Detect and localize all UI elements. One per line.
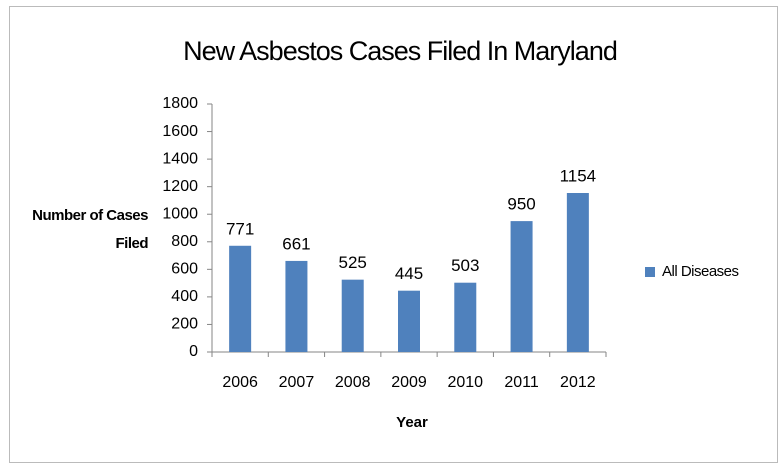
bar <box>398 290 420 352</box>
bar <box>285 260 308 352</box>
y-tick-label: 1400 <box>162 150 198 167</box>
chart-frame <box>9 6 778 463</box>
data-label: 950 <box>507 195 535 214</box>
data-label: 1154 <box>560 166 597 185</box>
y-tick-label: 1200 <box>162 178 198 195</box>
data-label: 503 <box>451 256 479 275</box>
x-tick-label: 2006 <box>222 374 258 391</box>
bar <box>566 193 589 352</box>
bar <box>341 279 364 352</box>
x-tick-label: 2009 <box>391 374 427 391</box>
legend-swatch <box>645 267 655 277</box>
data-label: 525 <box>339 253 367 272</box>
y-tick-label: 1600 <box>162 123 198 140</box>
x-axis-label: Year <box>396 414 428 431</box>
x-tick-label: 2011 <box>504 374 539 391</box>
y-tick-label: 1000 <box>162 205 198 222</box>
x-tick-label: 2012 <box>560 374 596 391</box>
y-tick-label: 800 <box>171 233 198 250</box>
bar <box>229 245 252 352</box>
y-tick-label: 200 <box>171 316 198 333</box>
y-axis-label: Number of Cases Filed <box>32 207 148 252</box>
x-tick-label: 2008 <box>335 374 371 391</box>
y-tick-label: 1800 <box>162 95 198 112</box>
legend-label: All Diseases <box>662 263 739 280</box>
y-tick-label: 0 <box>189 343 198 360</box>
data-label: 661 <box>282 234 310 253</box>
y-tick-label: 600 <box>171 261 198 278</box>
chart-title: New Asbestos Cases Filed In Maryland <box>183 36 617 66</box>
data-label: 771 <box>226 219 254 238</box>
bar <box>510 221 533 352</box>
y-tick-label: 400 <box>171 288 198 305</box>
x-tick-label: 2010 <box>447 374 483 391</box>
bar <box>454 282 477 352</box>
data-label: 445 <box>395 264 423 283</box>
x-tick-label: 2007 <box>279 374 315 391</box>
